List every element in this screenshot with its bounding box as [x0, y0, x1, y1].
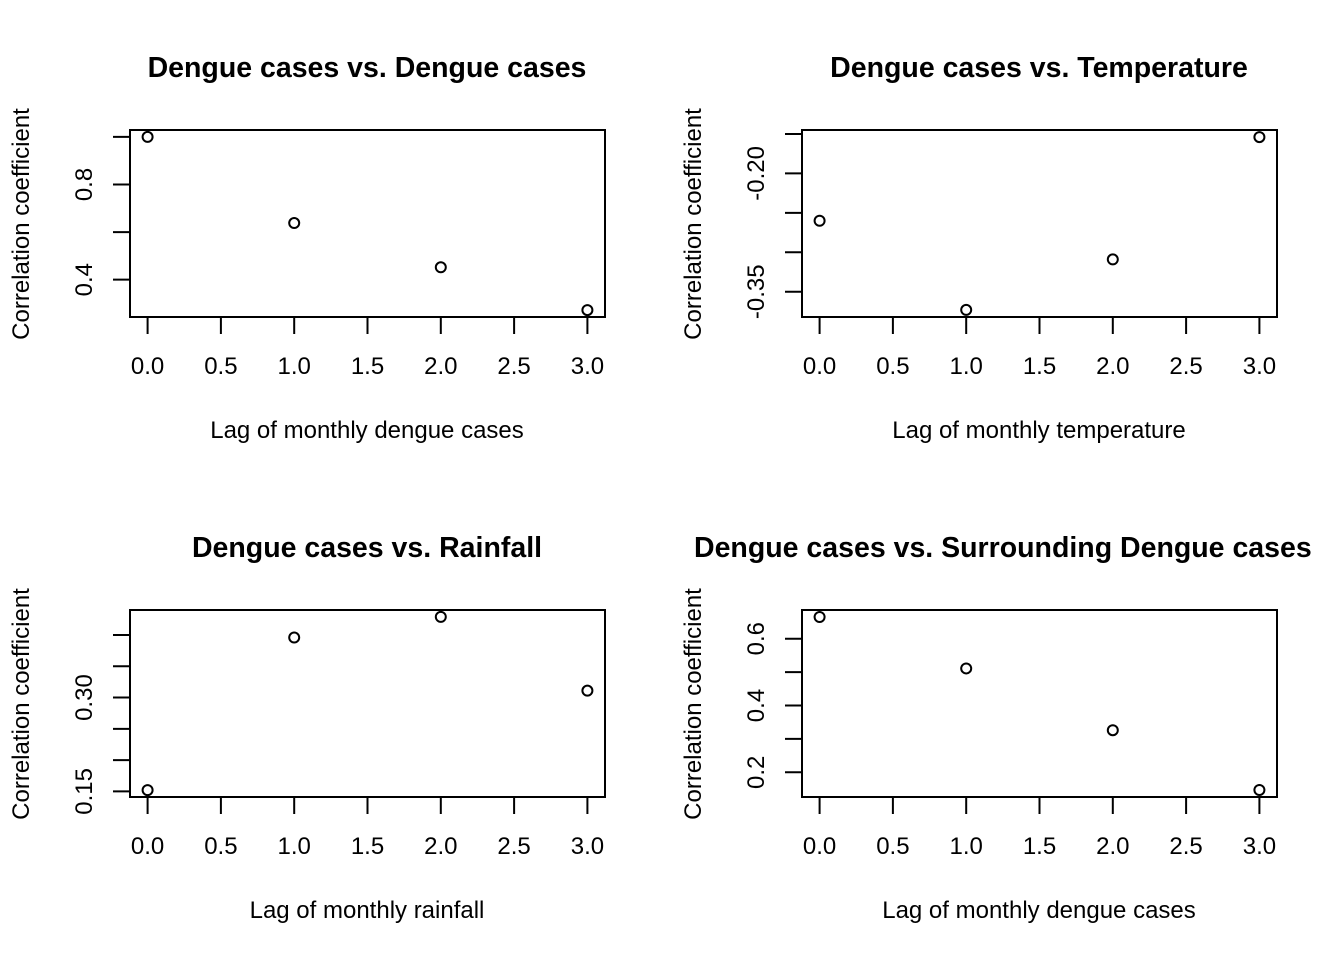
x-tick-label: 2.5: [497, 833, 530, 860]
x-tick-label: 0.5: [204, 833, 237, 860]
y-tick-label: -0.20: [743, 146, 770, 201]
data-points: [141, 610, 594, 797]
data-point: [1253, 131, 1266, 144]
data-point: [1106, 253, 1119, 266]
x-axis-label: Lag of monthly dengue cases: [882, 897, 1196, 924]
y-tick-label: 0.2: [743, 756, 770, 789]
y-tick-label: 0.4: [71, 263, 98, 296]
y-tick-label: 0.15: [71, 768, 98, 815]
x-tick-label: 1.5: [1023, 833, 1056, 860]
plot-frame: [129, 609, 606, 798]
panel-dengue-vs-rainfall: Dengue cases vs. Rainfall Lag of monthly…: [8, 532, 606, 924]
data-point: [141, 130, 154, 143]
data-points: [813, 131, 1266, 316]
data-point: [960, 303, 973, 316]
x-tick-label: 3.0: [1243, 833, 1276, 860]
data-point: [434, 610, 447, 623]
x-tick-label: 0.5: [876, 353, 909, 380]
y-axis: 0.2 0.4 0.6: [743, 622, 803, 789]
data-point: [813, 214, 826, 227]
panel-dengue-vs-dengue: Dengue cases vs. Dengue cases Lag of mon…: [8, 52, 606, 444]
data-point: [1106, 724, 1119, 737]
x-tick-label: 3.0: [571, 353, 604, 380]
data-points: [813, 611, 1266, 796]
plot-frame: [801, 609, 1278, 798]
x-tick-label: 0.5: [204, 353, 237, 380]
x-tick-label: 1.0: [950, 353, 983, 380]
x-tick-label: 1.0: [278, 353, 311, 380]
x-tick-label: 1.5: [351, 833, 384, 860]
data-points: [141, 130, 594, 317]
x-tick-label: 2.5: [1169, 833, 1202, 860]
x-axis-label: Lag of monthly dengue cases: [210, 417, 524, 444]
y-axis: 0.4 0.8: [71, 135, 131, 296]
x-axis-label: Lag of monthly rainfall: [250, 897, 485, 924]
y-axis-label: Correlation coefficient: [8, 588, 35, 820]
y-tick-label: -0.35: [743, 264, 770, 319]
x-tick-label: 1.5: [351, 353, 384, 380]
x-tick-label: 0.0: [131, 833, 164, 860]
y-axis: -0.35 -0.20: [743, 132, 803, 319]
data-point: [288, 631, 301, 644]
x-tick-label: 1.0: [278, 833, 311, 860]
x-axis: 0.0 0.5 1.0 1.5 2.0 2.5 3.0: [131, 316, 604, 380]
x-tick-label: 1.5: [1023, 353, 1056, 380]
x-tick-label: 2.0: [1096, 833, 1129, 860]
panel-title: Dengue cases vs. Rainfall: [192, 532, 542, 564]
x-axis: 0.0 0.5 1.0 1.5 2.0 2.5 3.0: [131, 796, 604, 860]
data-point: [1253, 783, 1266, 796]
x-tick-label: 0.0: [803, 353, 836, 380]
panel-title: Dengue cases vs. Surrounding Dengue case…: [694, 532, 1312, 564]
y-axis-label: Correlation coefficient: [680, 108, 707, 340]
panel-dengue-vs-temperature: Dengue cases vs. Temperature Lag of mont…: [680, 52, 1278, 444]
panel-dengue-vs-surrounding-dengue: Dengue cases vs. Surrounding Dengue case…: [680, 532, 1312, 924]
x-tick-label: 2.5: [497, 353, 530, 380]
y-tick-label: 0.4: [743, 689, 770, 722]
x-tick-label: 1.0: [950, 833, 983, 860]
x-axis-label: Lag of monthly temperature: [892, 417, 1186, 444]
x-tick-label: 3.0: [1243, 353, 1276, 380]
data-point: [434, 261, 447, 274]
x-tick-label: 2.5: [1169, 353, 1202, 380]
data-point: [581, 684, 594, 697]
plot-frame: [129, 129, 606, 318]
x-tick-label: 0.5: [876, 833, 909, 860]
x-tick-label: 0.0: [803, 833, 836, 860]
panel-title: Dengue cases vs. Temperature: [830, 52, 1248, 84]
data-point: [141, 784, 154, 797]
plot-frame: [801, 129, 1278, 318]
x-axis: 0.0 0.5 1.0 1.5 2.0 2.5 3.0: [803, 316, 1276, 380]
y-axis: 0.15 0.30: [71, 634, 131, 815]
data-point: [960, 662, 973, 675]
x-tick-label: 2.0: [424, 833, 457, 860]
y-tick-label: 0.6: [743, 622, 770, 655]
x-tick-label: 2.0: [424, 353, 457, 380]
x-tick-label: 2.0: [1096, 353, 1129, 380]
y-axis-label: Correlation coefficient: [8, 108, 35, 340]
x-axis: 0.0 0.5 1.0 1.5 2.0 2.5 3.0: [803, 796, 1276, 860]
x-tick-label: 3.0: [571, 833, 604, 860]
y-axis-label: Correlation coefficient: [680, 588, 707, 820]
y-tick-label: 0.8: [71, 168, 98, 201]
x-tick-label: 0.0: [131, 353, 164, 380]
y-tick-label: 0.30: [71, 674, 98, 721]
data-point: [581, 304, 594, 317]
data-point: [813, 611, 826, 624]
panel-title: Dengue cases vs. Dengue cases: [148, 52, 587, 84]
data-point: [288, 217, 301, 230]
